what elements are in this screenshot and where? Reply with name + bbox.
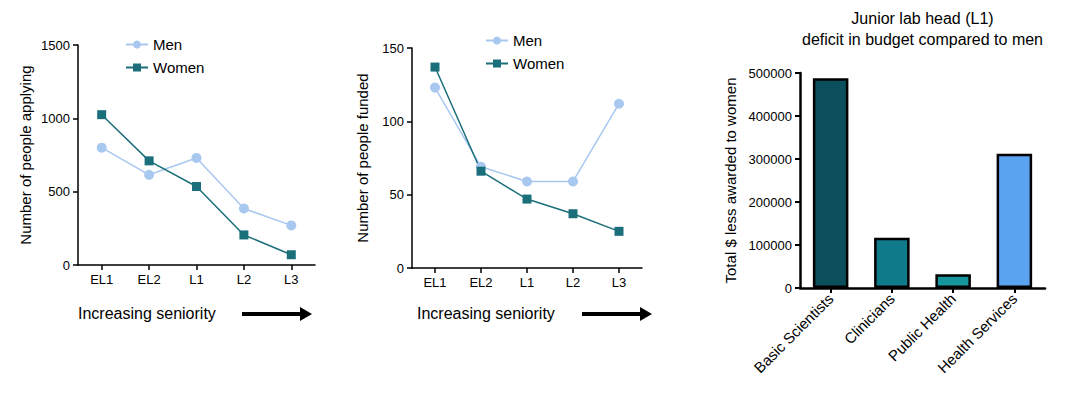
svg-text:L3: L3 [284,272,298,287]
svg-text:Health Services: Health Services [934,290,1020,376]
svg-text:Basic Scientists: Basic Scientists [750,290,836,376]
svg-text:Men: Men [153,36,182,53]
svg-text:500: 500 [48,184,70,199]
svg-text:EL1: EL1 [423,275,446,290]
svg-text:0: 0 [397,261,404,276]
svg-text:EL2: EL2 [469,275,492,290]
svg-text:100: 100 [382,114,404,129]
svg-text:0: 0 [785,281,792,296]
svg-text:Number of people applying: Number of people applying [17,65,34,244]
svg-text:100000: 100000 [749,238,792,253]
svg-text:deficit in budget compared to: deficit in budget compared to men [802,31,1043,48]
svg-text:1500: 1500 [41,38,70,53]
svg-text:Junior lab head (L1): Junior lab head (L1) [851,10,993,27]
svg-text:L2: L2 [566,275,580,290]
svg-text:150: 150 [382,41,404,56]
svg-text:EL2: EL2 [138,272,161,287]
svg-text:300000: 300000 [749,152,792,167]
svg-text:Increasing seniority: Increasing seniority [417,305,555,322]
svg-text:Public Health: Public Health [884,290,960,365]
svg-text:Total $ less awarded to women: Total $ less awarded to women [722,78,739,284]
svg-text:Women: Women [153,59,204,76]
svg-text:L1: L1 [189,272,203,287]
svg-text:500000: 500000 [749,66,792,81]
svg-text:L2: L2 [237,272,251,287]
svg-text:L3: L3 [612,275,626,290]
svg-text:400000: 400000 [749,109,792,124]
svg-text:L1: L1 [520,275,534,290]
svg-text:EL1: EL1 [90,272,113,287]
svg-text:Clinicians: Clinicians [841,290,898,347]
svg-text:0: 0 [63,258,70,273]
svg-text:Number of people funded: Number of people funded [354,73,371,242]
svg-text:Men: Men [513,32,542,49]
svg-text:50: 50 [390,187,404,202]
svg-text:1000: 1000 [41,111,70,126]
svg-text:200000: 200000 [749,195,792,210]
svg-text:Women: Women [513,55,564,72]
svg-text:Increasing seniority: Increasing seniority [78,305,216,322]
